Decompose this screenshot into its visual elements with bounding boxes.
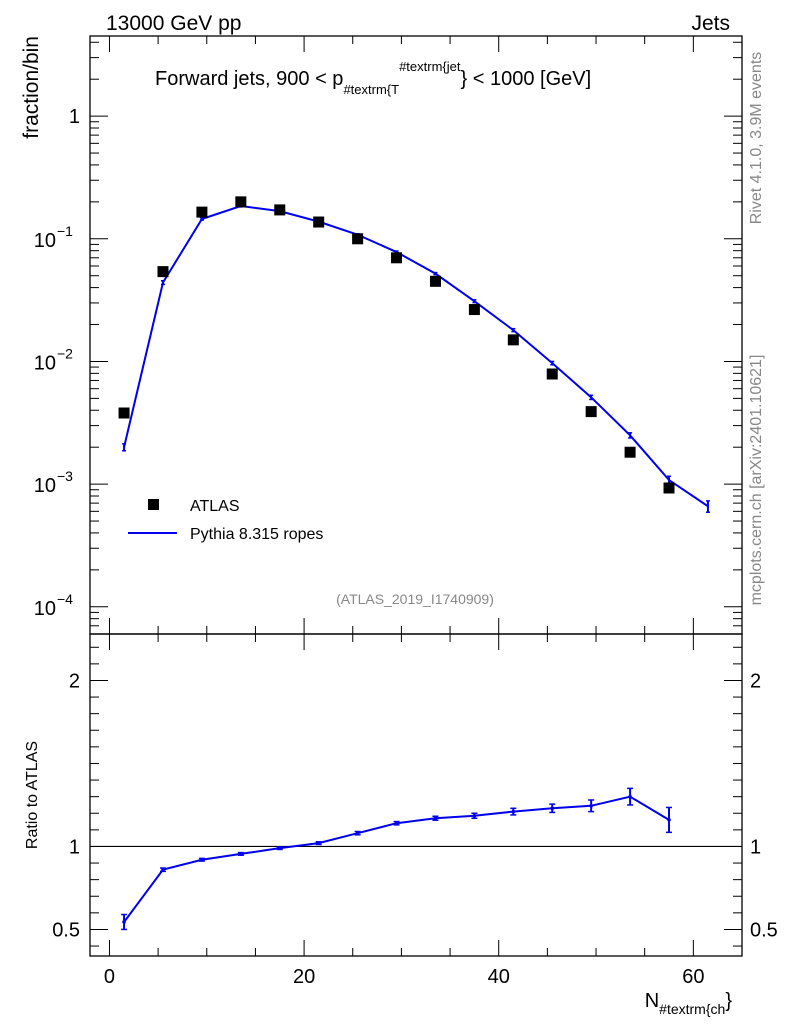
main-y-ticks [90, 41, 742, 635]
ratio-y-tick-label-left: 2 [69, 670, 80, 692]
atlas-data-point [118, 407, 130, 419]
pythia-ratio-point [589, 803, 593, 808]
atlas-series [118, 196, 675, 494]
ratio-x-ticks [108, 634, 694, 956]
x-axis-label: N#textrm{ch} [645, 990, 733, 1017]
pythia-ratio-point [472, 813, 477, 818]
atlas-data-point [196, 206, 208, 218]
main-y-tick-label: 1 [69, 106, 80, 128]
ratio-y-tick-label-right: 1 [750, 836, 761, 858]
x-axis-label-subscript: #textrm{ch [659, 1001, 725, 1017]
plot-title-suffix: } < 1000 [GeV] [460, 68, 591, 90]
main-y-tick-exponent: −2 [57, 345, 73, 361]
atlas-data-point [507, 334, 519, 346]
atlas-data-point [157, 266, 169, 278]
atlas-data-point [429, 275, 441, 287]
pythia-ratio-point [667, 818, 671, 822]
atlas-data-point [235, 196, 247, 208]
x-tick-label: 0 [104, 966, 115, 988]
pythia-series [122, 204, 710, 513]
pythia-line [123, 204, 709, 508]
x-axis-label-close: } [725, 990, 732, 1012]
atlas-data-point [624, 446, 636, 458]
x-axis-label-main: N [645, 990, 659, 1012]
atlas-data-point [663, 482, 675, 494]
pythia-ratio-series [121, 787, 673, 931]
main-frame [89, 35, 743, 635]
header-jets-label: Jets [691, 12, 730, 35]
plot-title-subscript: #textrm{T [343, 82, 399, 97]
atlas-data-point [352, 233, 364, 245]
x-tick-label: 20 [293, 966, 315, 988]
x-tick-label: 60 [682, 966, 704, 988]
plot-title-prefix: Forward jets, 900 < p [155, 68, 343, 90]
legend-atlas-marker [148, 499, 159, 510]
plot-title: Forward jets, 900 < p#textrm{T#textrm{je… [155, 59, 591, 97]
ratio-y-tick-label-right: 0.5 [750, 919, 778, 941]
main-y-tick-exponent: −4 [57, 591, 73, 607]
x-tick-label: 40 [488, 966, 510, 988]
atlas-data-point [546, 368, 558, 380]
ratio-frame [89, 633, 743, 957]
main-y-tick-label: 10 [34, 475, 56, 497]
rivet-version-label: Rivet 4.1.0, 3.9M events [748, 52, 765, 225]
pythia-ratio-line [123, 795, 670, 923]
pythia-ratio-point [394, 821, 399, 826]
pythia-ratio-point [316, 841, 321, 845]
ratio-y-tick-label-right: 2 [750, 670, 761, 692]
pythia-ratio-point [628, 794, 632, 799]
ratio-y-tick-labels: 0.5 0.5 1 1 2 2 [52, 670, 778, 941]
pythia-ratio-point [200, 857, 204, 862]
pythia-ratio-point [161, 867, 165, 872]
ratio-y-tick-label-left: 0.5 [52, 919, 80, 941]
atlas-data-point [274, 204, 286, 216]
pythia-ratio-point [433, 816, 438, 821]
atlas-data-point [391, 252, 403, 264]
pythia-ratio-point [122, 920, 126, 924]
mcplots-label: mcplots.cern.ch [arXiv:2401.10621] [748, 355, 765, 606]
plot-title-superscript: #textrm{jet [399, 59, 461, 74]
main-y-tick-exponent: −3 [57, 468, 73, 484]
ratio-y-axis-label: Ratio to ATLAS [24, 741, 41, 849]
main-y-axis-label: fraction/bin [20, 36, 43, 139]
main-y-tick-label: 10 [34, 230, 56, 252]
main-y-tick-label: 10 [34, 598, 56, 620]
atlas-data-point [585, 406, 597, 418]
legend-atlas-label: ATLAS [190, 498, 240, 515]
pythia-ratio-point [239, 852, 243, 856]
main-y-tick-labels: 110−110−210−310−4 [34, 106, 80, 620]
ratio-y-ticks [90, 646, 742, 947]
legend: ATLAS Pythia 8.315 ropes [128, 498, 323, 543]
pythia-ratio-point [277, 846, 282, 850]
header-energy-label: 13000 GeV pp [106, 12, 241, 35]
x-tick-labels: 0 20 40 60 [104, 966, 705, 988]
pythia-ratio-point [355, 831, 360, 835]
legend-pythia-label: Pythia 8.315 ropes [190, 526, 323, 543]
analysis-watermark: (ATLAS_2019_I1740909) [336, 591, 494, 607]
atlas-data-point [468, 304, 480, 316]
main-y-tick-label: 10 [34, 352, 56, 374]
pythia-ratio-point [550, 806, 555, 811]
atlas-data-point [313, 216, 325, 228]
main-panel: 110−110−210−310−4 Forward jets, 900 < p#… [20, 35, 743, 635]
main-x-ticks [108, 36, 694, 634]
main-y-tick-exponent: −1 [57, 223, 73, 239]
ratio-y-tick-label-left: 1 [69, 836, 80, 858]
ratio-panel: 0.5 0.5 1 1 2 2 0 20 40 60 Ratio to ATLAS N#text… [24, 633, 778, 1017]
pythia-ratio-point [511, 809, 516, 814]
